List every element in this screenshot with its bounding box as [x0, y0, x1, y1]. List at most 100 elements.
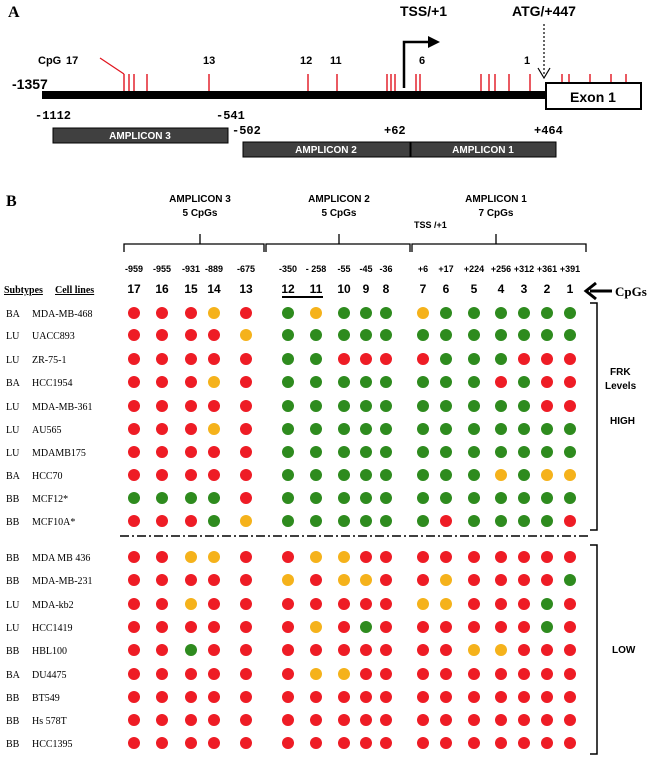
cpg-number: 8 [383, 282, 390, 296]
methylation-dot-methylated [128, 376, 140, 388]
methylation-dot-methylated [282, 644, 294, 656]
methylation-dot-methylated [282, 691, 294, 703]
methylation-dot-methylated [468, 668, 480, 680]
methylation-dot-methylated [380, 621, 392, 633]
methylation-dot-methylated [128, 714, 140, 726]
methylation-dot-unmethylated [156, 492, 168, 504]
methylation-dot-methylated [541, 644, 553, 656]
methylation-dot-methylated [282, 668, 294, 680]
methylation-dot-methylated [310, 574, 322, 586]
exon-1-box [545, 82, 642, 110]
cpg-number: 7 [420, 282, 427, 296]
position-label: -36 [379, 264, 392, 274]
methylation-dot-methylated [208, 668, 220, 680]
methylation-dot-methylated [208, 469, 220, 481]
cpg-number: 1 [567, 282, 574, 296]
methylation-dot-unmethylated [417, 446, 429, 458]
methylation-dot-partial [440, 598, 452, 610]
exon-1-label: Exon 1 [570, 89, 616, 105]
methylation-dot-methylated [156, 353, 168, 365]
methylation-dot-methylated [185, 446, 197, 458]
methylation-dot-methylated [128, 668, 140, 680]
frk-label-line-2: Levels [605, 381, 637, 392]
methylation-dot-unmethylated [380, 492, 392, 504]
methylation-dot-methylated [156, 621, 168, 633]
methylation-dot-unmethylated [518, 515, 530, 527]
cpg-number: 2 [544, 282, 551, 296]
methylation-dot-partial [338, 574, 350, 586]
cpg-number-12: 12 [300, 55, 312, 67]
position-label: +391 [560, 264, 580, 274]
methylation-dot-unmethylated [518, 492, 530, 504]
methylation-dot-unmethylated [440, 329, 452, 341]
methylation-dot-methylated [564, 668, 576, 680]
methylation-dot-methylated [156, 376, 168, 388]
methylation-dot-unmethylated [338, 400, 350, 412]
cpg-number: 5 [471, 282, 478, 296]
methylation-dot-partial [564, 469, 576, 481]
methylation-dot-unmethylated [185, 492, 197, 504]
methylation-dot-methylated [518, 598, 530, 610]
methylation-dot-methylated [282, 551, 294, 563]
cpg-number: 12 [281, 282, 295, 296]
cell-line-label: HBL100 [32, 646, 67, 657]
amplicon-3-bar [52, 127, 229, 144]
cpg-number-17: 17 [66, 55, 78, 67]
methylation-dot-unmethylated [495, 307, 507, 319]
cpgs-arrow-icon [583, 281, 612, 301]
gene-line [42, 91, 547, 99]
methylation-dot-methylated [185, 423, 197, 435]
methylation-dot-unmethylated [468, 492, 480, 504]
cpg-number: 11 [310, 282, 323, 296]
methylation-dot-methylated [128, 515, 140, 527]
position-label: -350 [279, 264, 297, 274]
amplicon-1-bar [410, 141, 557, 158]
position-label: -959 [125, 264, 143, 274]
methylation-dot-methylated [495, 691, 507, 703]
methylation-dot-unmethylated [564, 574, 576, 586]
methylation-dot-methylated [541, 376, 553, 388]
subtype-label: BA [6, 670, 21, 681]
methylation-dot-methylated [128, 400, 140, 412]
methylation-dot-unmethylated [541, 446, 553, 458]
methylation-dot-methylated [156, 307, 168, 319]
methylation-dot-methylated [518, 714, 530, 726]
methylation-dot-methylated [310, 644, 322, 656]
amplicon-3-end: -541 [216, 109, 245, 123]
methylation-dot-unmethylated [380, 307, 392, 319]
methylation-dot-methylated [185, 307, 197, 319]
methylation-dot-partial [495, 644, 507, 656]
cpg-number-11: 11 [330, 55, 342, 67]
row-labels: BA MDA-MB-468 LU UACC893 LU ZR-75-1 BA HCC1954 L… [6, 309, 93, 750]
methylation-dot-methylated [564, 644, 576, 656]
methylation-dot-unmethylated [338, 515, 350, 527]
methylation-dot-methylated [360, 668, 372, 680]
methylation-dot-unmethylated [282, 469, 294, 481]
amplicon-3-header: AMPLICON 3 [169, 194, 231, 205]
methylation-dot-unmethylated [282, 446, 294, 458]
methylation-dot-unmethylated [564, 446, 576, 458]
frk-label-line-1: FRK [610, 367, 631, 378]
methylation-dot-unmethylated [440, 307, 452, 319]
methylation-dot-unmethylated [468, 400, 480, 412]
subtype-label: LU [6, 425, 20, 436]
position-label: -675 [237, 264, 255, 274]
atg-label: ATG/+447 [512, 3, 576, 19]
methylation-dot-methylated [360, 644, 372, 656]
subtype-label: BA [6, 471, 21, 482]
methylation-dot-unmethylated [468, 329, 480, 341]
methylation-dot-methylated [208, 574, 220, 586]
subtype-label: BB [6, 716, 20, 727]
methylation-dot-unmethylated [208, 492, 220, 504]
subtype-label: BB [6, 517, 20, 528]
methylation-dot-methylated [417, 574, 429, 586]
methylation-dot-methylated [541, 737, 553, 749]
methylation-dot-methylated [208, 329, 220, 341]
methylation-dot-unmethylated [380, 400, 392, 412]
methylation-dot-unmethylated [564, 423, 576, 435]
methylation-dot-methylated [128, 574, 140, 586]
methylation-dot-methylated [564, 714, 576, 726]
bracket-amplicon-2 [265, 234, 411, 252]
subtype-label: BB [6, 576, 20, 587]
